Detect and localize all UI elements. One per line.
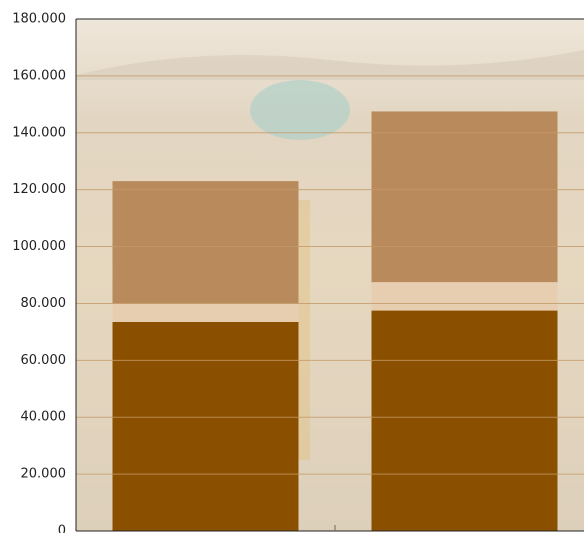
bar-segment <box>112 181 299 304</box>
y-tick-label: 40.000 <box>21 410 67 425</box>
photo-cap <box>250 80 350 140</box>
bar-segment <box>371 310 558 531</box>
y-tick-label: 80.000 <box>21 296 67 311</box>
bar-segment <box>112 303 299 322</box>
bar-segment <box>371 111 558 283</box>
y-tick-label: 100.000 <box>12 239 66 254</box>
y-tick-label: 0 <box>58 524 66 533</box>
y-tick-label: 180.000 <box>12 12 66 27</box>
bar-segment <box>371 282 558 311</box>
photo-hills <box>76 50 584 80</box>
y-tick-label: 60.000 <box>21 353 67 368</box>
y-tick-label: 120.000 <box>12 182 66 197</box>
bar-segment <box>112 321 299 531</box>
y-tick-label: 160.000 <box>12 68 66 83</box>
y-tick-label: 140.000 <box>12 125 66 140</box>
y-tick-label: 20.000 <box>21 467 67 482</box>
